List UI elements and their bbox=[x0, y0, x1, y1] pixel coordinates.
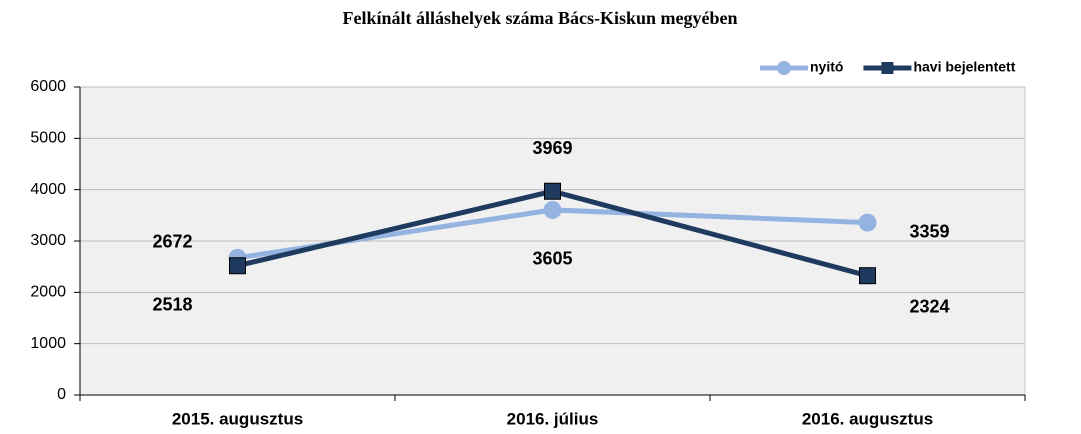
marker bbox=[858, 213, 877, 232]
marker bbox=[229, 257, 246, 275]
marker bbox=[544, 182, 561, 200]
y-tick-label: 5000 bbox=[30, 130, 66, 147]
data-label: 3969 bbox=[532, 138, 572, 158]
legend-marker bbox=[881, 62, 894, 74]
data-label: 2672 bbox=[152, 232, 192, 252]
y-tick-label: 1000 bbox=[30, 335, 66, 352]
legend-label: nyitó bbox=[810, 59, 843, 75]
data-label: 3605 bbox=[532, 249, 572, 269]
chart-title: Felkínált álláshelyek száma Bács-Kiskun … bbox=[342, 8, 737, 28]
data-label: 2324 bbox=[909, 296, 949, 316]
x-tick-label: 2016. július bbox=[507, 409, 599, 428]
y-tick-label: 4000 bbox=[30, 181, 66, 198]
legend-marker bbox=[777, 61, 791, 75]
data-label: 2518 bbox=[152, 294, 192, 314]
marker bbox=[859, 267, 876, 285]
y-tick-label: 2000 bbox=[30, 284, 66, 301]
y-tick-label: 0 bbox=[57, 386, 66, 403]
data-label: 3359 bbox=[909, 221, 949, 241]
x-tick-label: 2015. augusztus bbox=[172, 409, 303, 428]
y-tick-label: 6000 bbox=[30, 78, 66, 95]
x-tick-label: 2016. augusztus bbox=[802, 409, 933, 428]
legend-label: havi bejelentett bbox=[913, 59, 1015, 75]
marker bbox=[543, 200, 562, 219]
y-tick-label: 3000 bbox=[30, 232, 66, 249]
